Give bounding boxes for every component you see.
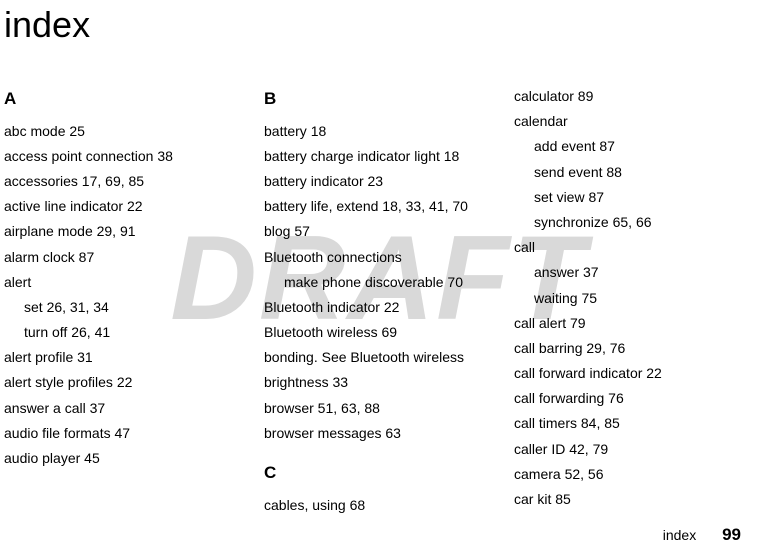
- column-3: calculator 89calendaradd event 87send ev…: [514, 84, 714, 518]
- index-entry: synchronize 65, 66: [534, 210, 714, 235]
- index-entry: call forward indicator 22: [514, 361, 714, 386]
- index-entry: make phone discoverable 70: [284, 270, 514, 295]
- index-entry: browser messages 63: [264, 421, 514, 446]
- index-columns: A abc mode 25access point connection 38a…: [4, 84, 757, 518]
- index-entry: airplane mode 29, 91: [4, 219, 264, 244]
- index-entry: Bluetooth connections: [264, 245, 514, 270]
- index-entry: browser 51, 63, 88: [264, 396, 514, 421]
- index-entry: access point connection 38: [4, 144, 264, 169]
- page-number: 99: [722, 525, 741, 544]
- index-entry: set 26, 31, 34: [24, 295, 264, 320]
- column-2: B battery 18battery charge indicator lig…: [264, 84, 514, 518]
- index-entry: active line indicator 22: [4, 194, 264, 219]
- index-entry: car kit 85: [514, 487, 714, 512]
- index-entry: turn off 26, 41: [24, 320, 264, 345]
- index-entry: call: [514, 235, 714, 260]
- index-entry: alarm clock 87: [4, 245, 264, 270]
- index-entry: waiting 75: [534, 286, 714, 311]
- page-footer: index 99: [663, 525, 741, 545]
- index-entry: battery 18: [264, 119, 514, 144]
- index-entry: accessories 17, 69, 85: [4, 169, 264, 194]
- index-entry: alert profile 31: [4, 345, 264, 370]
- index-entry: audio player 45: [4, 446, 264, 471]
- index-entry: Bluetooth indicator 22: [264, 295, 514, 320]
- column-1: A abc mode 25access point connection 38a…: [4, 84, 264, 518]
- letter-heading-a: A: [4, 84, 264, 115]
- index-entry: call barring 29, 76: [514, 336, 714, 361]
- index-entry: blog 57: [264, 219, 514, 244]
- index-entry: Bluetooth wireless 69: [264, 320, 514, 345]
- index-entry: set view 87: [534, 185, 714, 210]
- index-entry: add event 87: [534, 134, 714, 159]
- index-entry: call timers 84, 85: [514, 411, 714, 436]
- index-entry: audio file formats 47: [4, 421, 264, 446]
- index-entry: calendar: [514, 109, 714, 134]
- index-entry: alert style profiles 22: [4, 370, 264, 395]
- index-entry: answer a call 37: [4, 396, 264, 421]
- index-entry: answer 37: [534, 260, 714, 285]
- index-entry: abc mode 25: [4, 119, 264, 144]
- index-entry: battery indicator 23: [264, 169, 514, 194]
- index-entry: call alert 79: [514, 311, 714, 336]
- index-entry: brightness 33: [264, 370, 514, 395]
- footer-label: index: [663, 527, 696, 543]
- letter-heading-b: B: [264, 84, 514, 115]
- index-entry: caller ID 42, 79: [514, 437, 714, 462]
- index-entry: battery life, extend 18, 33, 41, 70: [264, 194, 514, 219]
- index-entry: cables, using 68: [264, 493, 514, 518]
- index-entry: send event 88: [534, 160, 714, 185]
- index-entry: call forwarding 76: [514, 386, 714, 411]
- index-entry: calculator 89: [514, 84, 714, 109]
- page-content: index A abc mode 25access point connecti…: [0, 4, 757, 518]
- index-entry: alert: [4, 270, 264, 295]
- letter-heading-c: C: [264, 458, 514, 489]
- page-title: index: [4, 4, 757, 46]
- index-entry: bonding. See Bluetooth wireless: [264, 345, 514, 370]
- index-entry: battery charge indicator light 18: [264, 144, 514, 169]
- index-entry: camera 52, 56: [514, 462, 714, 487]
